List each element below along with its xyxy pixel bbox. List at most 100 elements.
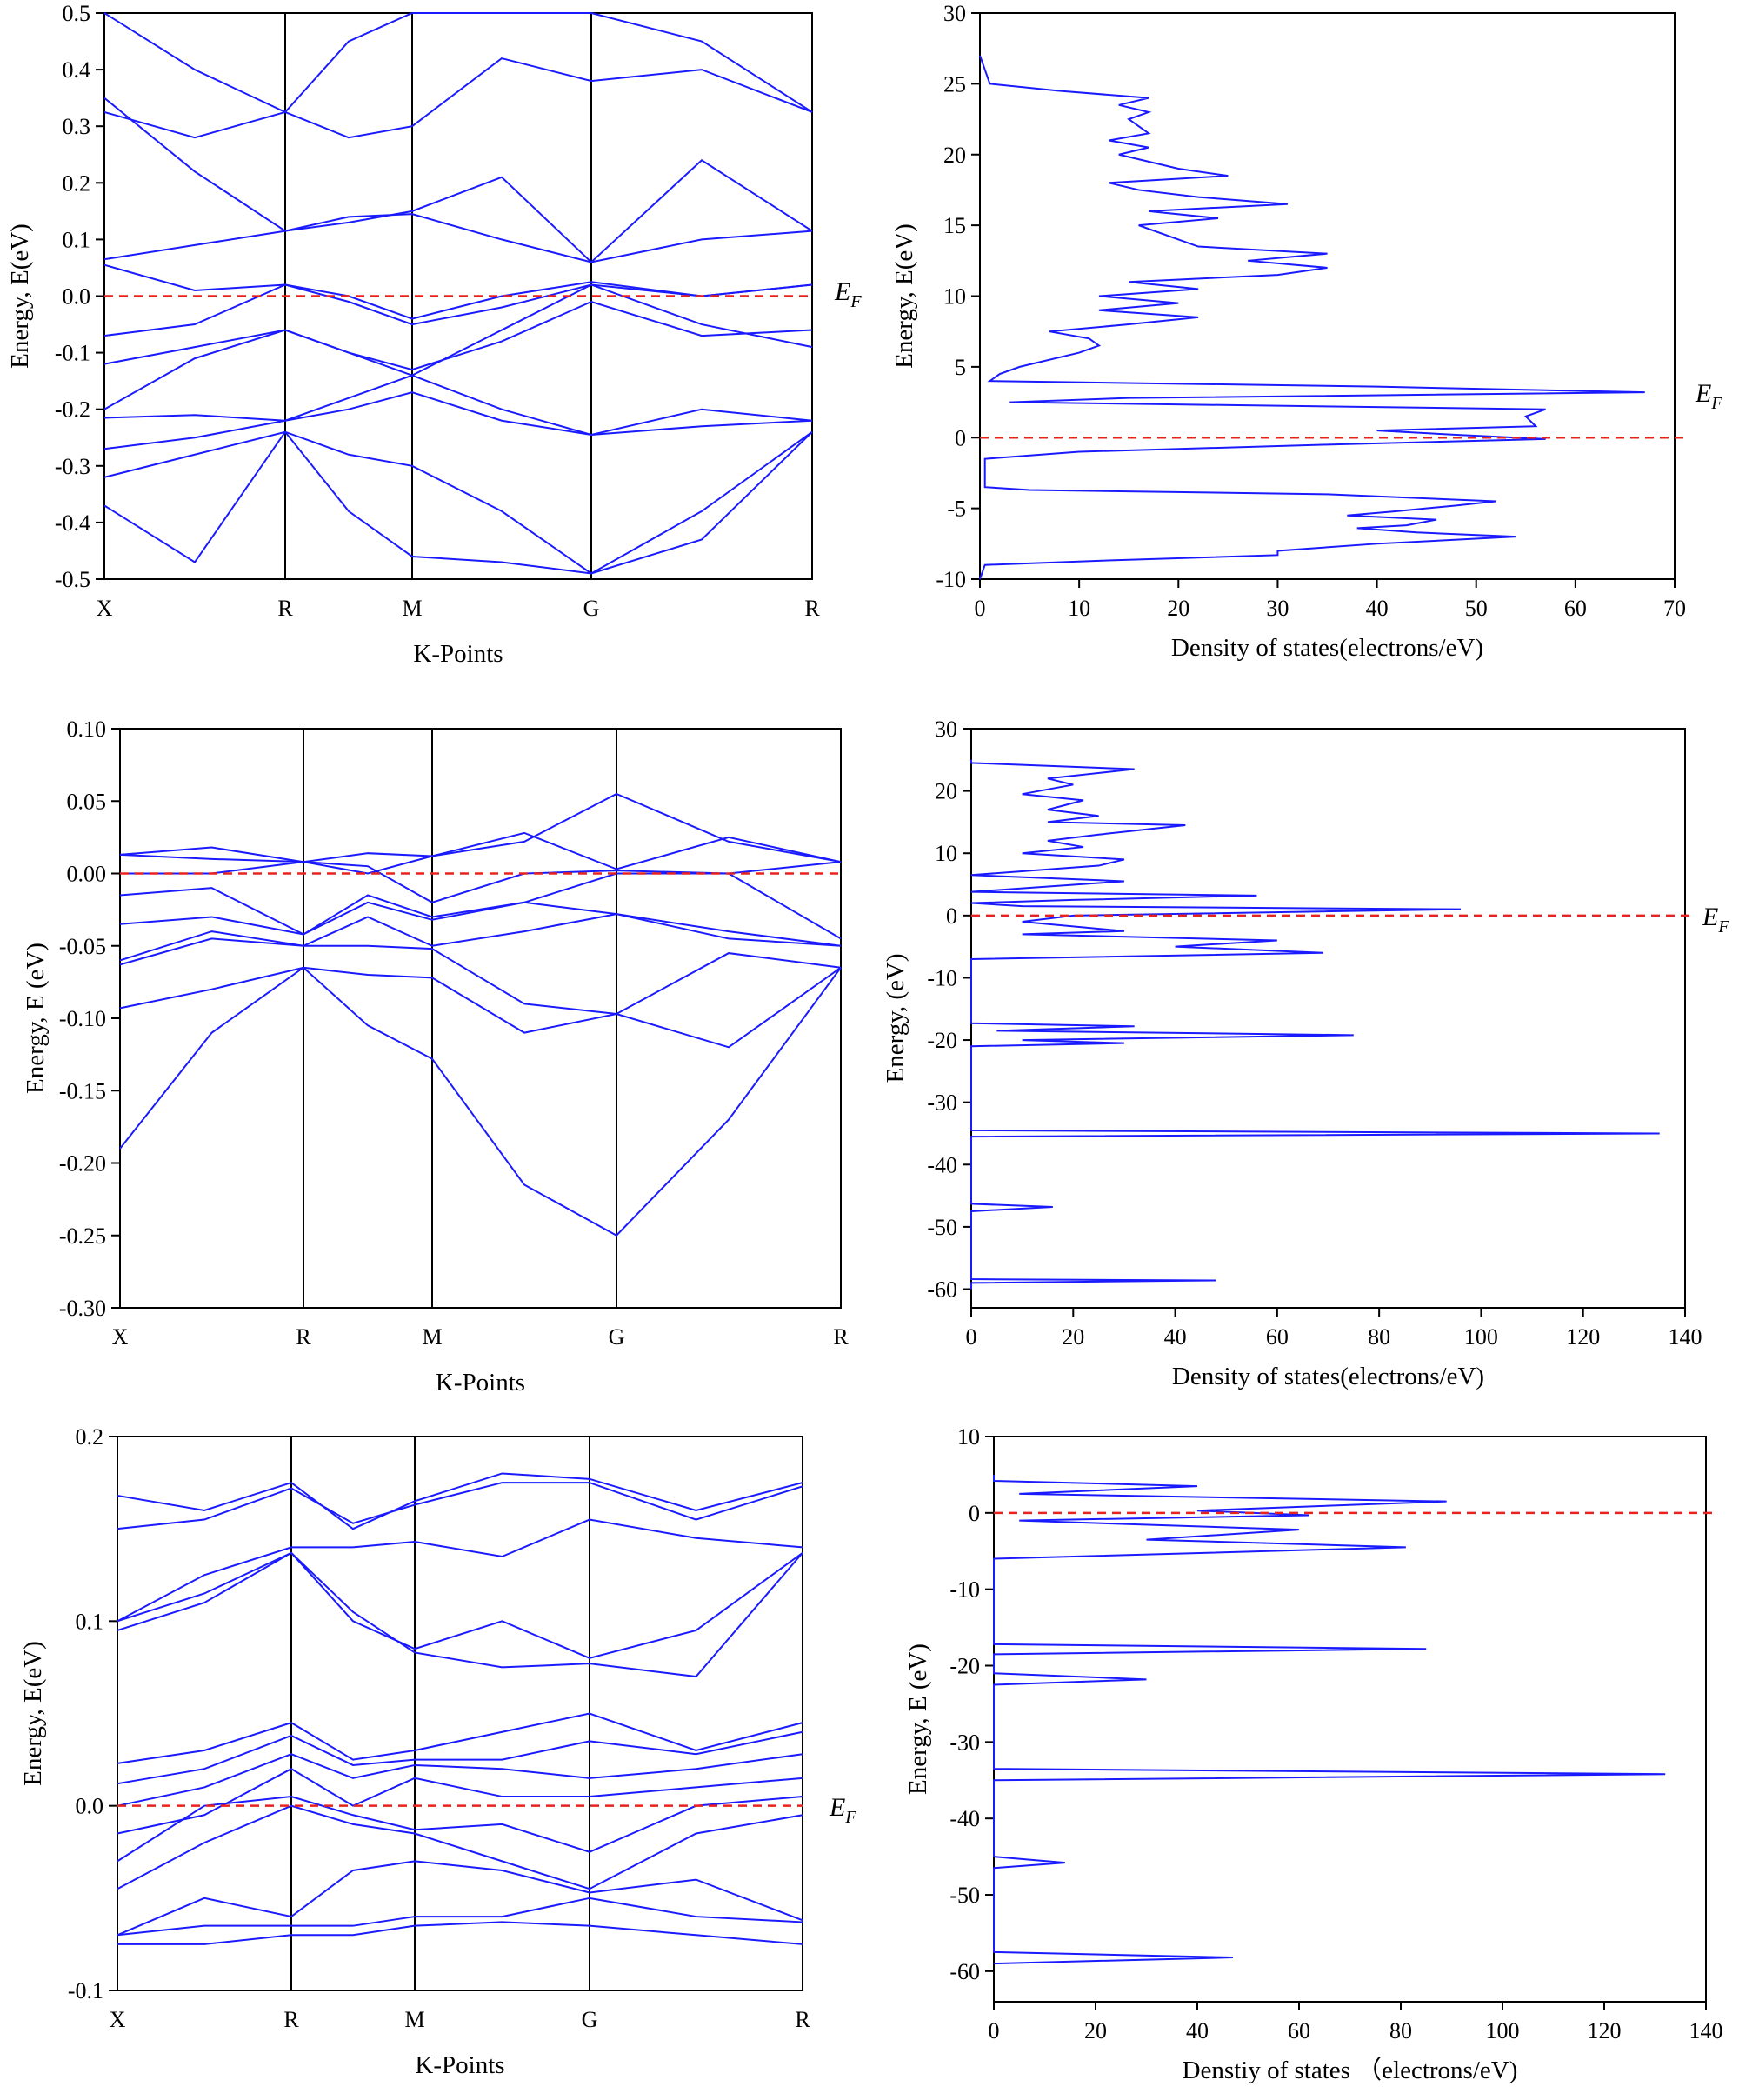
y-tick-label: -10 xyxy=(927,965,957,990)
band-line xyxy=(119,966,842,1049)
band-line xyxy=(119,894,842,947)
x-tick-label: 60 xyxy=(1288,2018,1310,2043)
y-tick-label: 0.0 xyxy=(63,284,91,310)
band-line xyxy=(117,1796,803,1863)
band-line xyxy=(119,792,842,863)
band-line xyxy=(103,391,813,450)
band-line xyxy=(103,263,813,320)
y-tick-label: 0.10 xyxy=(67,717,107,742)
band-line xyxy=(103,283,813,337)
y-axis-label: Energy, E(eV) xyxy=(890,223,918,369)
band-line xyxy=(119,872,842,940)
x-tick-label: 60 xyxy=(1564,596,1587,621)
x-tick-label: 60 xyxy=(1266,1324,1289,1350)
k-point-label: R xyxy=(833,1324,849,1350)
band-line xyxy=(117,1897,803,1937)
y-tick-label: -10 xyxy=(949,1577,980,1603)
band-line xyxy=(103,430,813,575)
band-line xyxy=(119,913,842,962)
band-line xyxy=(117,1482,803,1530)
y-tick-label: 0 xyxy=(969,1501,980,1526)
band-line xyxy=(103,430,813,575)
plot-frame xyxy=(993,1436,1707,2003)
y-tick-label: 0.05 xyxy=(67,789,107,814)
band-line xyxy=(117,1551,803,1659)
x-tick-label: 80 xyxy=(1389,2018,1412,2043)
k-point-label: M xyxy=(404,2007,424,2032)
y-tick-label: 10 xyxy=(935,841,957,866)
k-point-label: M xyxy=(422,1324,442,1350)
y-axis-label: Energy, E (eV) xyxy=(22,943,50,1094)
x-tick-label: 10 xyxy=(1068,596,1090,621)
band-structure-2: 0.10 0.05 0.00 -0.05 -0.10 -0.15 -0.20 -0.25 -0.… xyxy=(22,717,849,1397)
k-point-label: M xyxy=(402,596,422,621)
x-axis-label: Density of states(electrons/eV) xyxy=(1171,634,1483,662)
y-tick-label: 5 xyxy=(955,355,966,380)
x-tick-label: 0 xyxy=(975,596,986,621)
y-tick-label: 0.1 xyxy=(76,1609,104,1634)
plot-frame xyxy=(119,728,842,1309)
y-tick-label: -0.2 xyxy=(55,397,90,423)
fermi-level-label: EF xyxy=(829,1793,856,1827)
x-axis-label: K-Points xyxy=(415,2051,504,2079)
band-line xyxy=(119,831,842,875)
x-tick-label: 120 xyxy=(1566,1324,1600,1350)
y-tick-label: -20 xyxy=(949,1654,980,1679)
y-tick-label: -0.1 xyxy=(55,341,90,366)
band-structure-1: 0.5 0.4 0.3 0.2 0.1 0.0 -0.1 -0.2 -0.3 -0.4 -0.5 En… xyxy=(6,1,862,668)
band-line xyxy=(119,966,842,1237)
x-axis-label: K-Points xyxy=(413,640,503,668)
x-tick-label: 40 xyxy=(1186,2018,1209,2043)
band-line xyxy=(103,213,813,263)
x-tick-label: 80 xyxy=(1368,1324,1390,1350)
fermi-level-label: EF xyxy=(1695,379,1722,413)
dos-curve xyxy=(993,1474,1666,1965)
band-line xyxy=(117,1860,803,1937)
band-line xyxy=(117,1712,803,1764)
y-tick-label: 15 xyxy=(943,213,966,238)
plot-frame xyxy=(970,728,1686,1309)
x-tick-label: 20 xyxy=(1167,596,1189,621)
x-tick-label: 40 xyxy=(1164,1324,1187,1350)
y-tick-label: 20 xyxy=(943,143,966,168)
y-tick-label: -0.15 xyxy=(59,1078,106,1103)
k-point-label: G xyxy=(583,596,600,621)
y-tick-label: -0.20 xyxy=(59,1151,106,1177)
band-line xyxy=(103,283,813,377)
k-point-label: R xyxy=(804,596,820,621)
y-axis-label: Energy, E(eV) xyxy=(19,1641,47,1786)
x-tick-label: 140 xyxy=(1689,2018,1723,2043)
y-tick-label: -0.4 xyxy=(55,510,90,536)
y-tick-label: -30 xyxy=(927,1090,957,1116)
fermi-level-label: EF xyxy=(1702,903,1729,937)
y-tick-label: -10 xyxy=(936,567,966,592)
band-line xyxy=(103,12,813,114)
band-structure-3: 0.2 0.1 0.0 -0.1 Energy, E(eV) X R M G R K-Points E… xyxy=(19,1424,856,2079)
y-tick-label: -60 xyxy=(927,1277,957,1303)
y-tick-label: 0 xyxy=(946,903,957,929)
plot-frame xyxy=(117,1436,803,1991)
y-tick-label: -50 xyxy=(949,1883,980,1908)
x-tick-label: 20 xyxy=(1084,2018,1107,2043)
x-tick-label: 100 xyxy=(1464,1324,1498,1350)
y-tick-label: 30 xyxy=(943,1,966,26)
y-axis-label: Energy, E (eV) xyxy=(904,1643,932,1795)
y-tick-label: -0.3 xyxy=(55,454,90,479)
y-tick-label: -20 xyxy=(927,1028,957,1053)
k-point-label: R xyxy=(795,2007,810,2032)
x-tick-label: 70 xyxy=(1663,596,1686,621)
y-tick-label: 0.1 xyxy=(63,227,91,252)
y-axis-label: Energy, (eV) xyxy=(882,954,909,1083)
y-tick-label: 10 xyxy=(957,1424,980,1450)
band-line xyxy=(103,300,813,410)
y-tick-label: 10 xyxy=(943,284,966,310)
x-tick-label: 40 xyxy=(1366,596,1389,621)
x-tick-label: 140 xyxy=(1669,1324,1702,1350)
y-tick-label: 30 xyxy=(935,717,957,742)
band-line xyxy=(117,1472,803,1530)
y-tick-label: -40 xyxy=(927,1152,957,1177)
y-tick-label: 0.2 xyxy=(63,170,91,196)
